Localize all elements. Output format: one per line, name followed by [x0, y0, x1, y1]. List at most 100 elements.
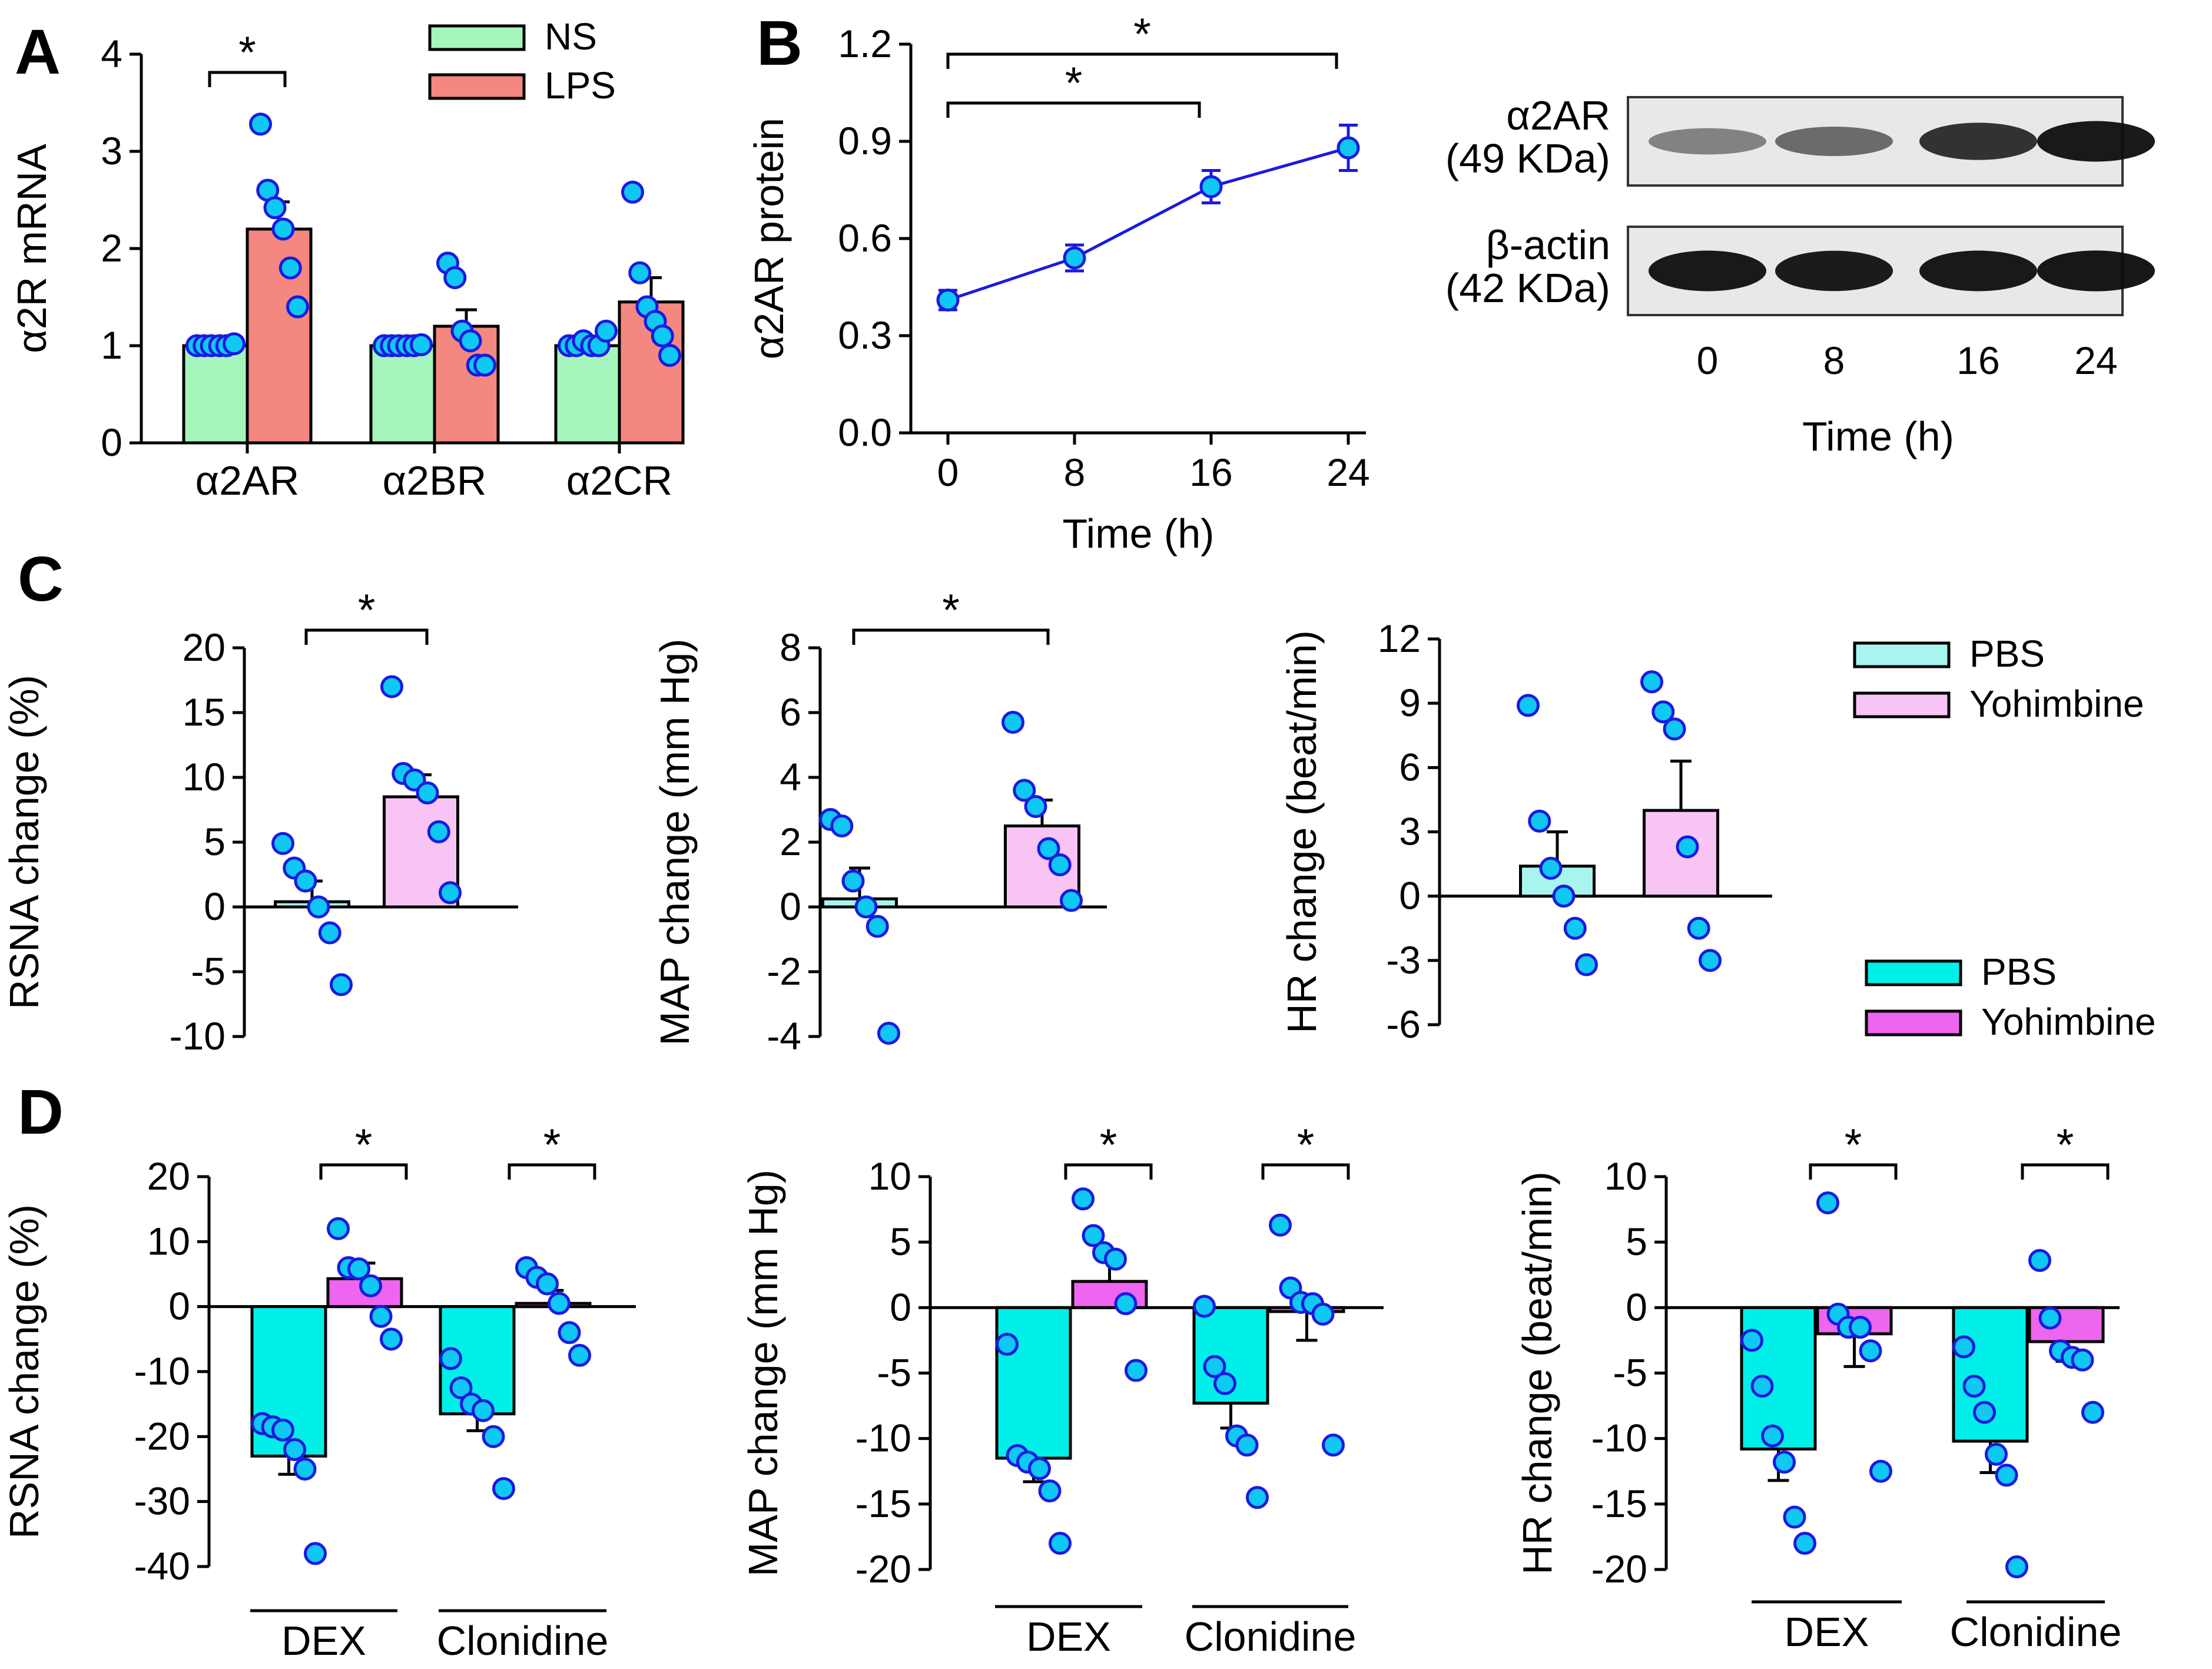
- y-tick-label: 2: [780, 820, 801, 863]
- legend-swatch: [428, 73, 526, 100]
- y-tick-label: 1: [101, 323, 122, 367]
- significance-bracket: [946, 101, 1201, 118]
- data-point: [271, 1418, 294, 1442]
- data-point: [278, 256, 302, 280]
- data-point: [330, 973, 353, 996]
- bar: [246, 227, 313, 445]
- data-point: [307, 895, 330, 919]
- panel-d2: -20 -15 -10 -5 0 5 10 MAP change (mm Hg) DEX * Clo…: [740, 1120, 1384, 1660]
- data-point: [1816, 1191, 1839, 1214]
- data-point: [449, 1376, 473, 1400]
- data-point: [1563, 916, 1587, 940]
- y-tick-label: 3: [101, 129, 122, 173]
- significance-star: *: [543, 1120, 561, 1170]
- significance-bracket: [2021, 1163, 2110, 1180]
- data-point: [621, 180, 644, 204]
- data-point: [1203, 1355, 1226, 1378]
- panel-b: 0.0 0.3 0.6 0.9 1.2 α2AR protein B 0 8 16 24 Time (…: [746, 7, 1370, 557]
- y-tick-label: 20: [147, 1154, 190, 1198]
- lane-label: 24: [2074, 339, 2117, 382]
- blot-band: [1919, 122, 2037, 160]
- significance-bracket: [1261, 1163, 1350, 1180]
- significance-bracket: [946, 52, 1338, 69]
- data-point: [841, 869, 865, 893]
- data-point: [1995, 1463, 2018, 1487]
- data-point: [595, 319, 618, 343]
- y-tick-label: 5: [1626, 1220, 1647, 1263]
- y-tick-label: -20: [1591, 1547, 1647, 1591]
- data-point: [628, 261, 652, 284]
- x-category-label: Clonidine: [1185, 1614, 1357, 1660]
- data-point: [1001, 711, 1024, 734]
- panel-c2: -4 -2 0 2 4 6 8 MAP change (mm Hg) *: [652, 585, 1107, 1058]
- y-tick-label: 0: [780, 885, 801, 928]
- data-point: [1104, 1247, 1127, 1271]
- bar: [1952, 1306, 2029, 1443]
- y-tick-label: -2: [767, 949, 801, 993]
- legend-swatch: [1865, 1009, 1962, 1036]
- y-tick-label: 0: [168, 1284, 190, 1328]
- panel-letter: D: [18, 1076, 64, 1147]
- data-point: [2081, 1400, 2104, 1424]
- data-point: [877, 1022, 900, 1045]
- data-point: [1337, 136, 1360, 160]
- data-point: [1125, 1359, 1148, 1382]
- legend-swatch: [1865, 959, 1962, 986]
- y-tick-label: 5: [204, 820, 225, 863]
- data-point: [1213, 1372, 1236, 1395]
- significance-star: *: [238, 28, 256, 78]
- x-tick-label: 8: [1064, 451, 1086, 494]
- data-point: [854, 895, 878, 919]
- data-point: [651, 324, 674, 347]
- blot-band: [2037, 121, 2155, 162]
- x-category-label: Clonidine: [1950, 1609, 2122, 1655]
- y-tick-label: 20: [183, 625, 225, 669]
- x-tick-label: α2CR: [566, 458, 673, 504]
- data-point: [380, 675, 403, 698]
- blot-band: [1649, 128, 1766, 155]
- data-point: [536, 1272, 559, 1296]
- y-tick-label: -10: [855, 1416, 911, 1460]
- y-tick-label: 12: [1378, 617, 1421, 660]
- y-tick-label: -15: [855, 1482, 911, 1525]
- y-axis-title: MAP change (mm Hg): [740, 1170, 786, 1577]
- data-point: [1687, 916, 1710, 940]
- y-tick-label: -15: [1591, 1482, 1647, 1525]
- data-point: [1640, 670, 1663, 694]
- data-point: [1235, 1433, 1259, 1457]
- data-point: [1048, 853, 1072, 876]
- panel-letter: C: [18, 543, 64, 614]
- y-tick-label: 0: [1399, 874, 1421, 918]
- blot-size-label: (42 KDa): [1445, 265, 1610, 311]
- data-point: [558, 1321, 581, 1345]
- data-point: [1269, 1213, 1292, 1237]
- y-tick-label: 4: [101, 32, 122, 75]
- x-category-label: DEX: [281, 1618, 366, 1664]
- data-point: [830, 814, 854, 837]
- y-axis-title: α2AR protein: [746, 118, 792, 359]
- y-tick-label: -40: [134, 1544, 190, 1588]
- y-tick-label: 0.3: [838, 313, 892, 357]
- data-point: [658, 344, 681, 367]
- y-axis-title: RSNA change (%): [1, 1204, 47, 1539]
- x-category-label: DEX: [1026, 1614, 1111, 1660]
- data-point: [1750, 1375, 1774, 1398]
- legend-label: NS: [545, 15, 597, 58]
- data-point: [548, 1292, 571, 1315]
- y-tick-label: 0: [204, 885, 225, 928]
- data-point: [1114, 1292, 1137, 1316]
- blot-band: [1775, 127, 1893, 156]
- y-tick-label: -20: [134, 1414, 190, 1458]
- legend-swatch: [1853, 691, 1951, 718]
- data-point: [2005, 1555, 2028, 1579]
- data-point: [1663, 717, 1686, 741]
- significance-star: *: [1100, 1120, 1117, 1170]
- panel-letter: B: [757, 7, 802, 78]
- y-axis-title: MAP change (mm Hg): [652, 638, 698, 1045]
- y-tick-label: 0.9: [838, 119, 892, 163]
- y-tick-label: -30: [134, 1479, 190, 1523]
- y-tick-label: 0: [1626, 1285, 1647, 1329]
- panel-d3: -20 -15 -10 -5 0 5 10 HR change (beat/min) DEX * C…: [1514, 951, 2156, 1655]
- significance-star: *: [355, 1120, 373, 1170]
